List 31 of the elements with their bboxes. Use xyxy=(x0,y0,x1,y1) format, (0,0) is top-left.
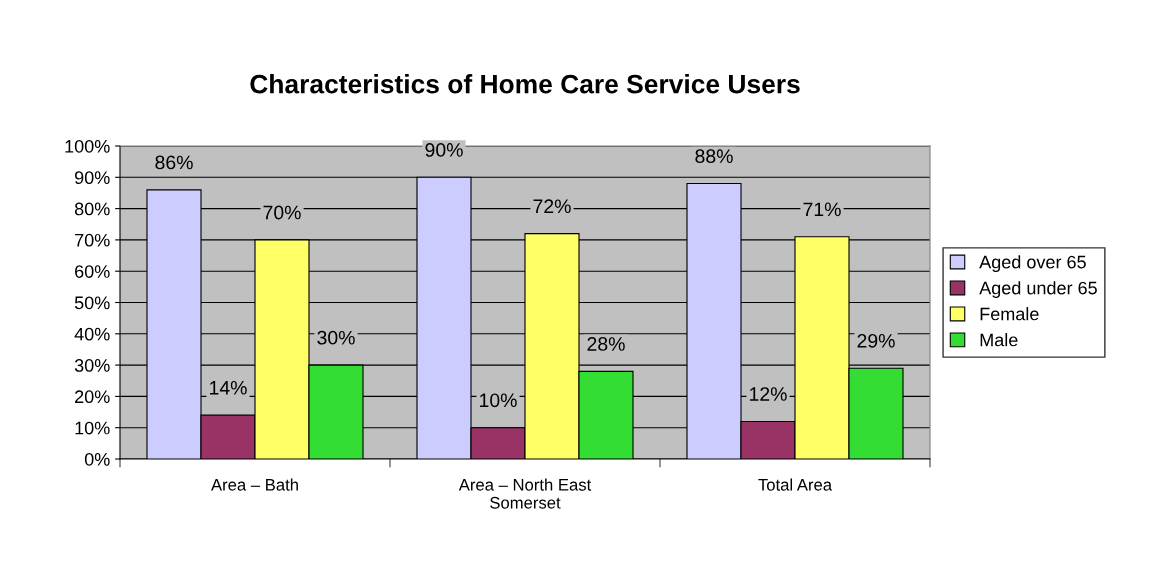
y-tick-label: 20% xyxy=(75,390,110,404)
chart-title: Characteristics of Home Care Service Users xyxy=(250,74,800,94)
y-tick-label: 70% xyxy=(75,233,110,247)
legend-label: Male xyxy=(980,333,1018,347)
x-tick-label: Area – Bath xyxy=(211,478,298,491)
data-label: 90% xyxy=(425,143,463,157)
x-tick-label: Total Area xyxy=(758,478,833,491)
data-label: 29% xyxy=(857,333,895,348)
y-tick-label: 0% xyxy=(84,452,110,466)
data-label: 14% xyxy=(210,380,247,395)
data-label: 72% xyxy=(533,199,571,214)
data-label: 28% xyxy=(587,337,625,351)
y-tick-label: 60% xyxy=(75,265,110,278)
y-tick-label: 80% xyxy=(74,202,110,216)
legend-label: Female xyxy=(980,307,1039,321)
data-label: 88% xyxy=(695,149,733,164)
y-tick-label: 10% xyxy=(75,421,110,435)
x-tick-label: Area – North East Somerset xyxy=(458,478,592,509)
y-tick-label: 30% xyxy=(74,359,110,372)
y-tick-label: 50% xyxy=(74,296,110,310)
data-label: 10% xyxy=(480,393,517,408)
y-tick-label: 90% xyxy=(74,171,110,185)
legend-label: Aged over 65 xyxy=(979,255,1086,273)
data-label: 12% xyxy=(750,387,787,401)
data-label: 86% xyxy=(155,155,193,170)
data-label: 70% xyxy=(263,205,301,220)
y-tick-label: 40% xyxy=(74,327,110,341)
y-tick-label: 100% xyxy=(65,139,110,153)
data-label: 30% xyxy=(317,330,355,345)
data-label: 71% xyxy=(803,202,841,217)
legend-label: Aged under 65 xyxy=(979,281,1097,298)
